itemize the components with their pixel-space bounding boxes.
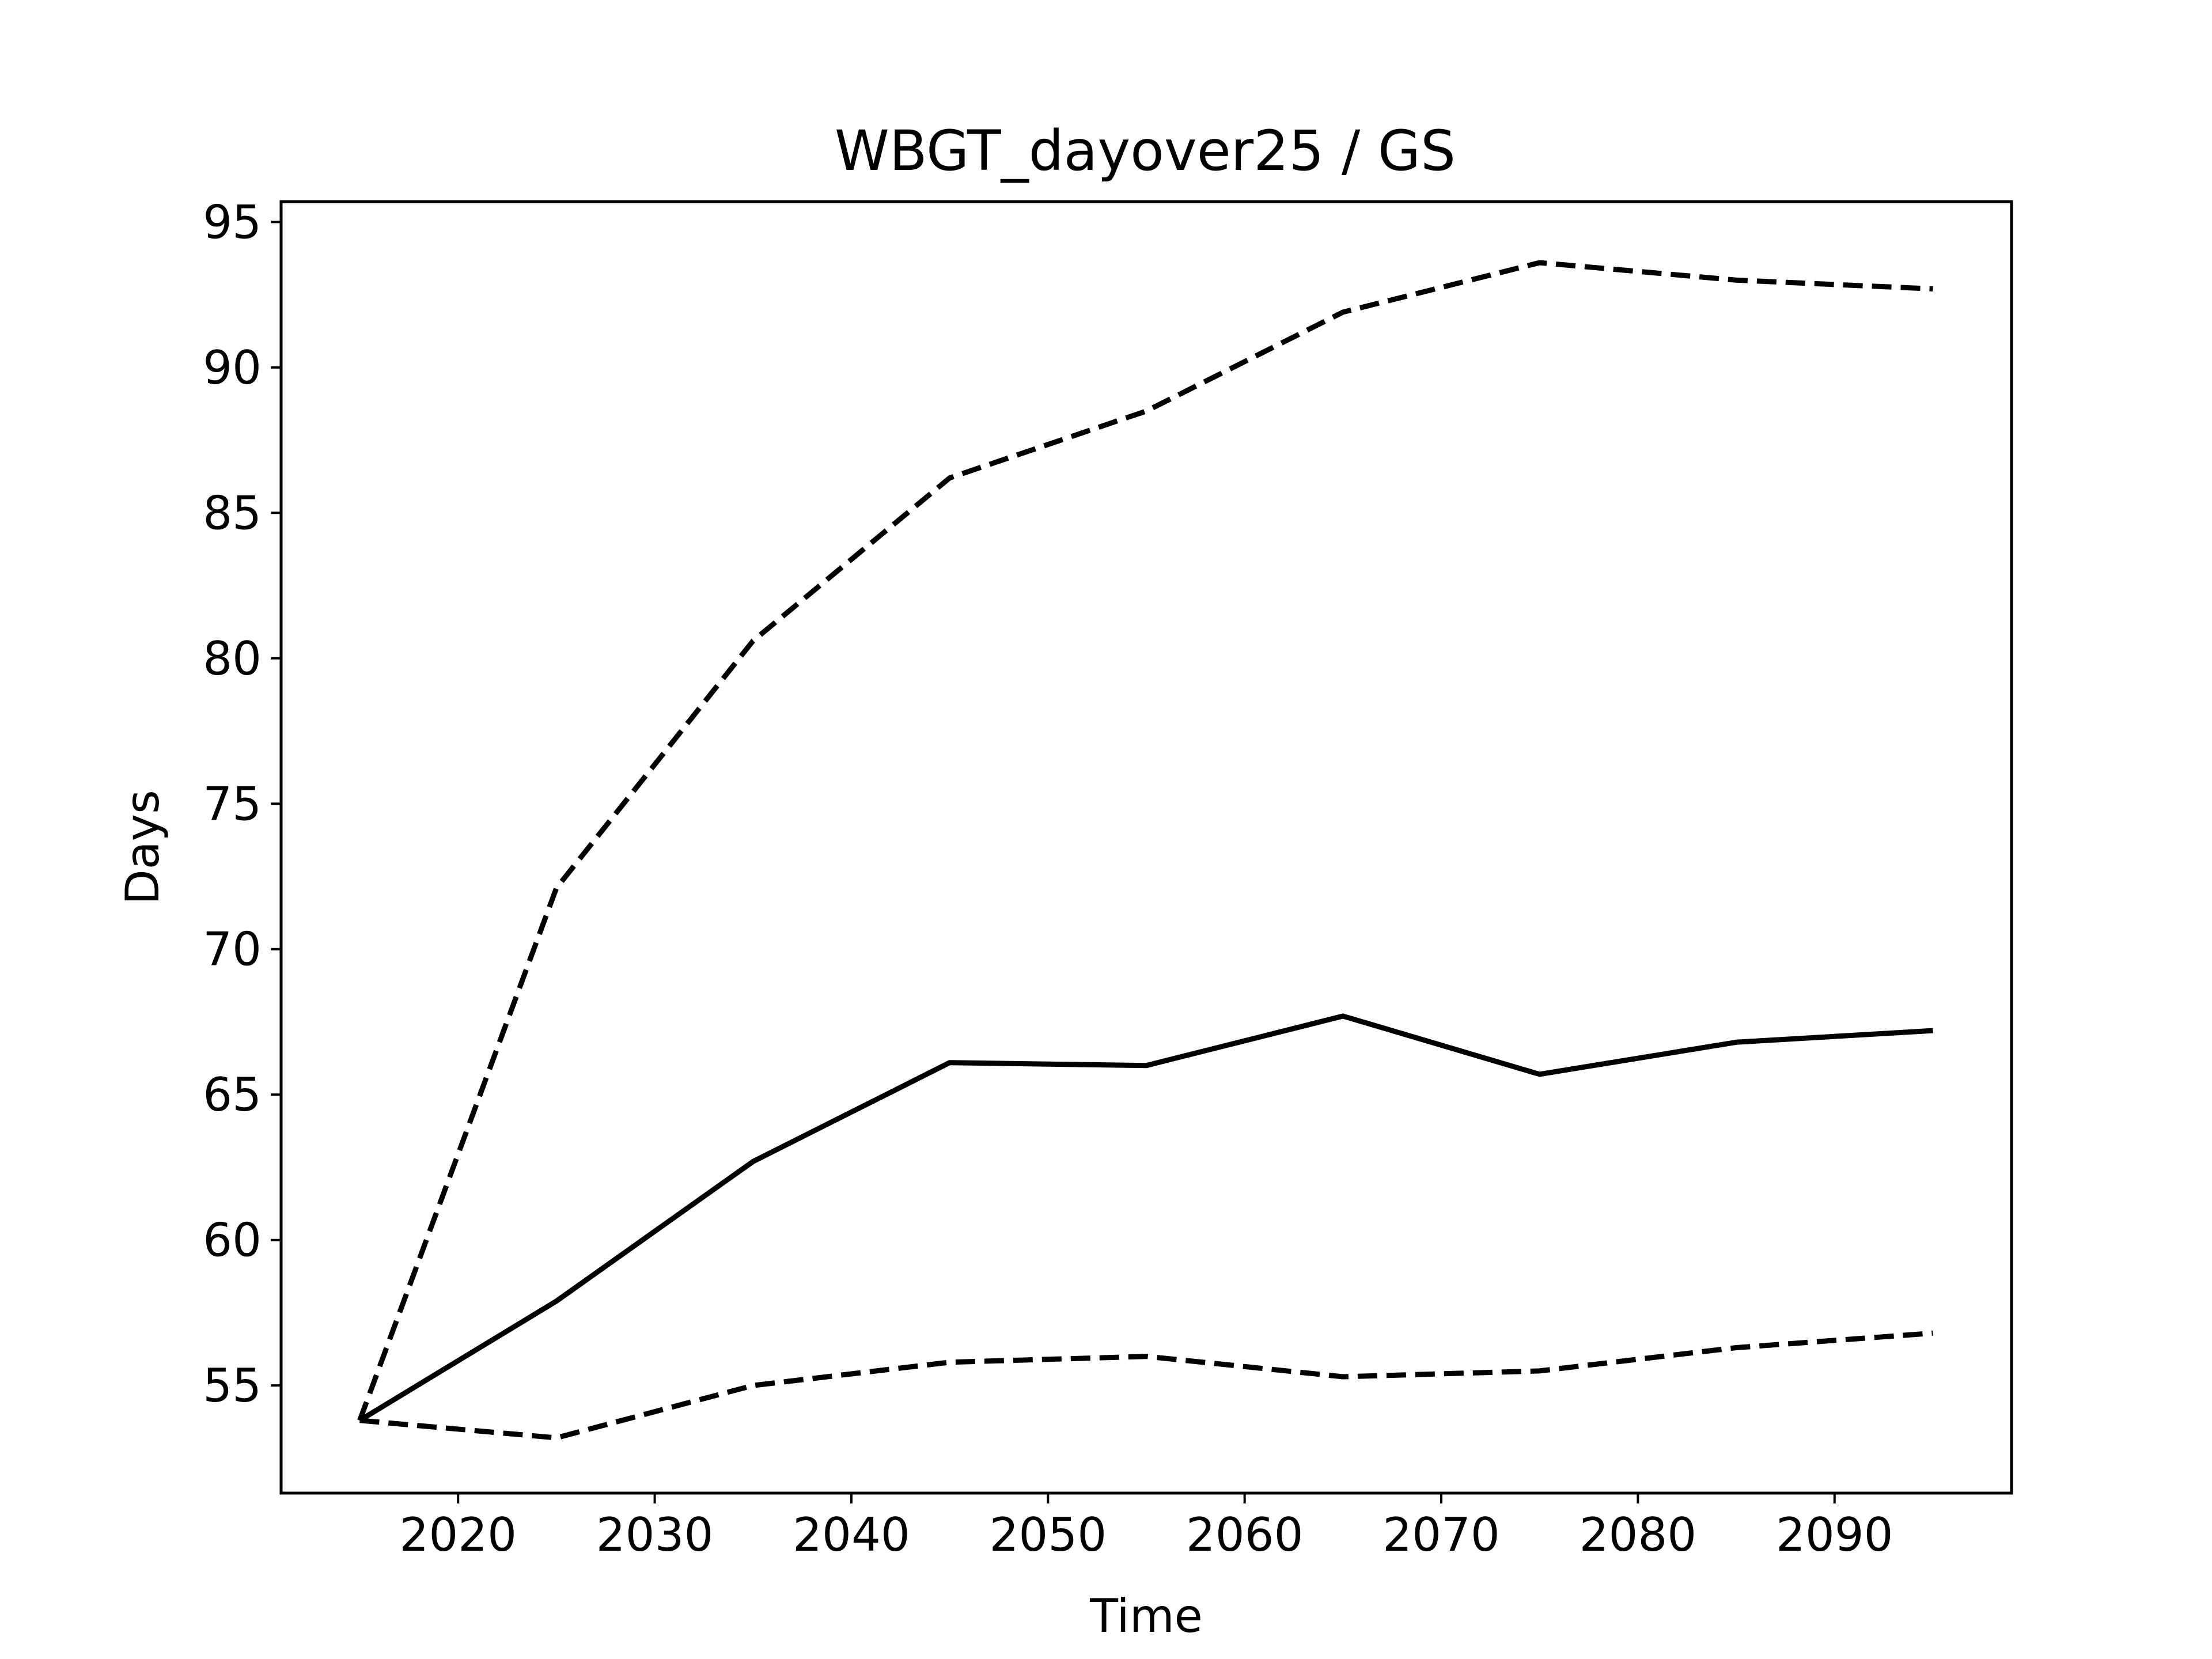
y-tick-label: 60 (203, 1214, 262, 1267)
y-axis-title: Days (116, 790, 169, 905)
x-axis-title: Time (1089, 1589, 1203, 1643)
y-tick-label: 70 (203, 923, 262, 976)
y-axis-ticks: 55 60 65 70 75 80 85 90 95 (203, 195, 281, 1412)
plot-lines (357, 260, 1933, 1441)
y-tick-label: 95 (203, 195, 262, 249)
median-series-line (358, 1013, 1933, 1423)
x-tick-label: 2090 (1776, 1508, 1893, 1562)
y-tick-label: 75 (203, 777, 262, 831)
x-tick-label: 2020 (399, 1508, 517, 1562)
y-tick-label: 80 (203, 632, 262, 685)
plot-frame (279, 200, 2013, 1495)
x-tick-label: 2070 (1382, 1508, 1500, 1562)
x-tick-label: 2040 (793, 1508, 910, 1562)
y-tick-label: 90 (203, 341, 262, 395)
x-tick-label: 2050 (990, 1508, 1107, 1562)
x-tick-label: 2080 (1580, 1508, 1697, 1562)
upper-bound-series-line (357, 260, 1933, 1422)
x-tick-label: 2030 (596, 1508, 714, 1562)
x-axis-ticks: 2020 2030 2040 2050 2060 2070 2080 2090 (399, 1493, 1893, 1562)
x-tick-label: 2060 (1186, 1508, 1304, 1562)
y-tick-label: 55 (203, 1359, 262, 1412)
lower-bound-series-line (359, 1330, 1933, 1441)
y-tick-label: 85 (203, 486, 262, 540)
chart-title: WBGT_dayover25 / GS (835, 119, 1456, 183)
y-tick-label: 65 (203, 1068, 262, 1122)
